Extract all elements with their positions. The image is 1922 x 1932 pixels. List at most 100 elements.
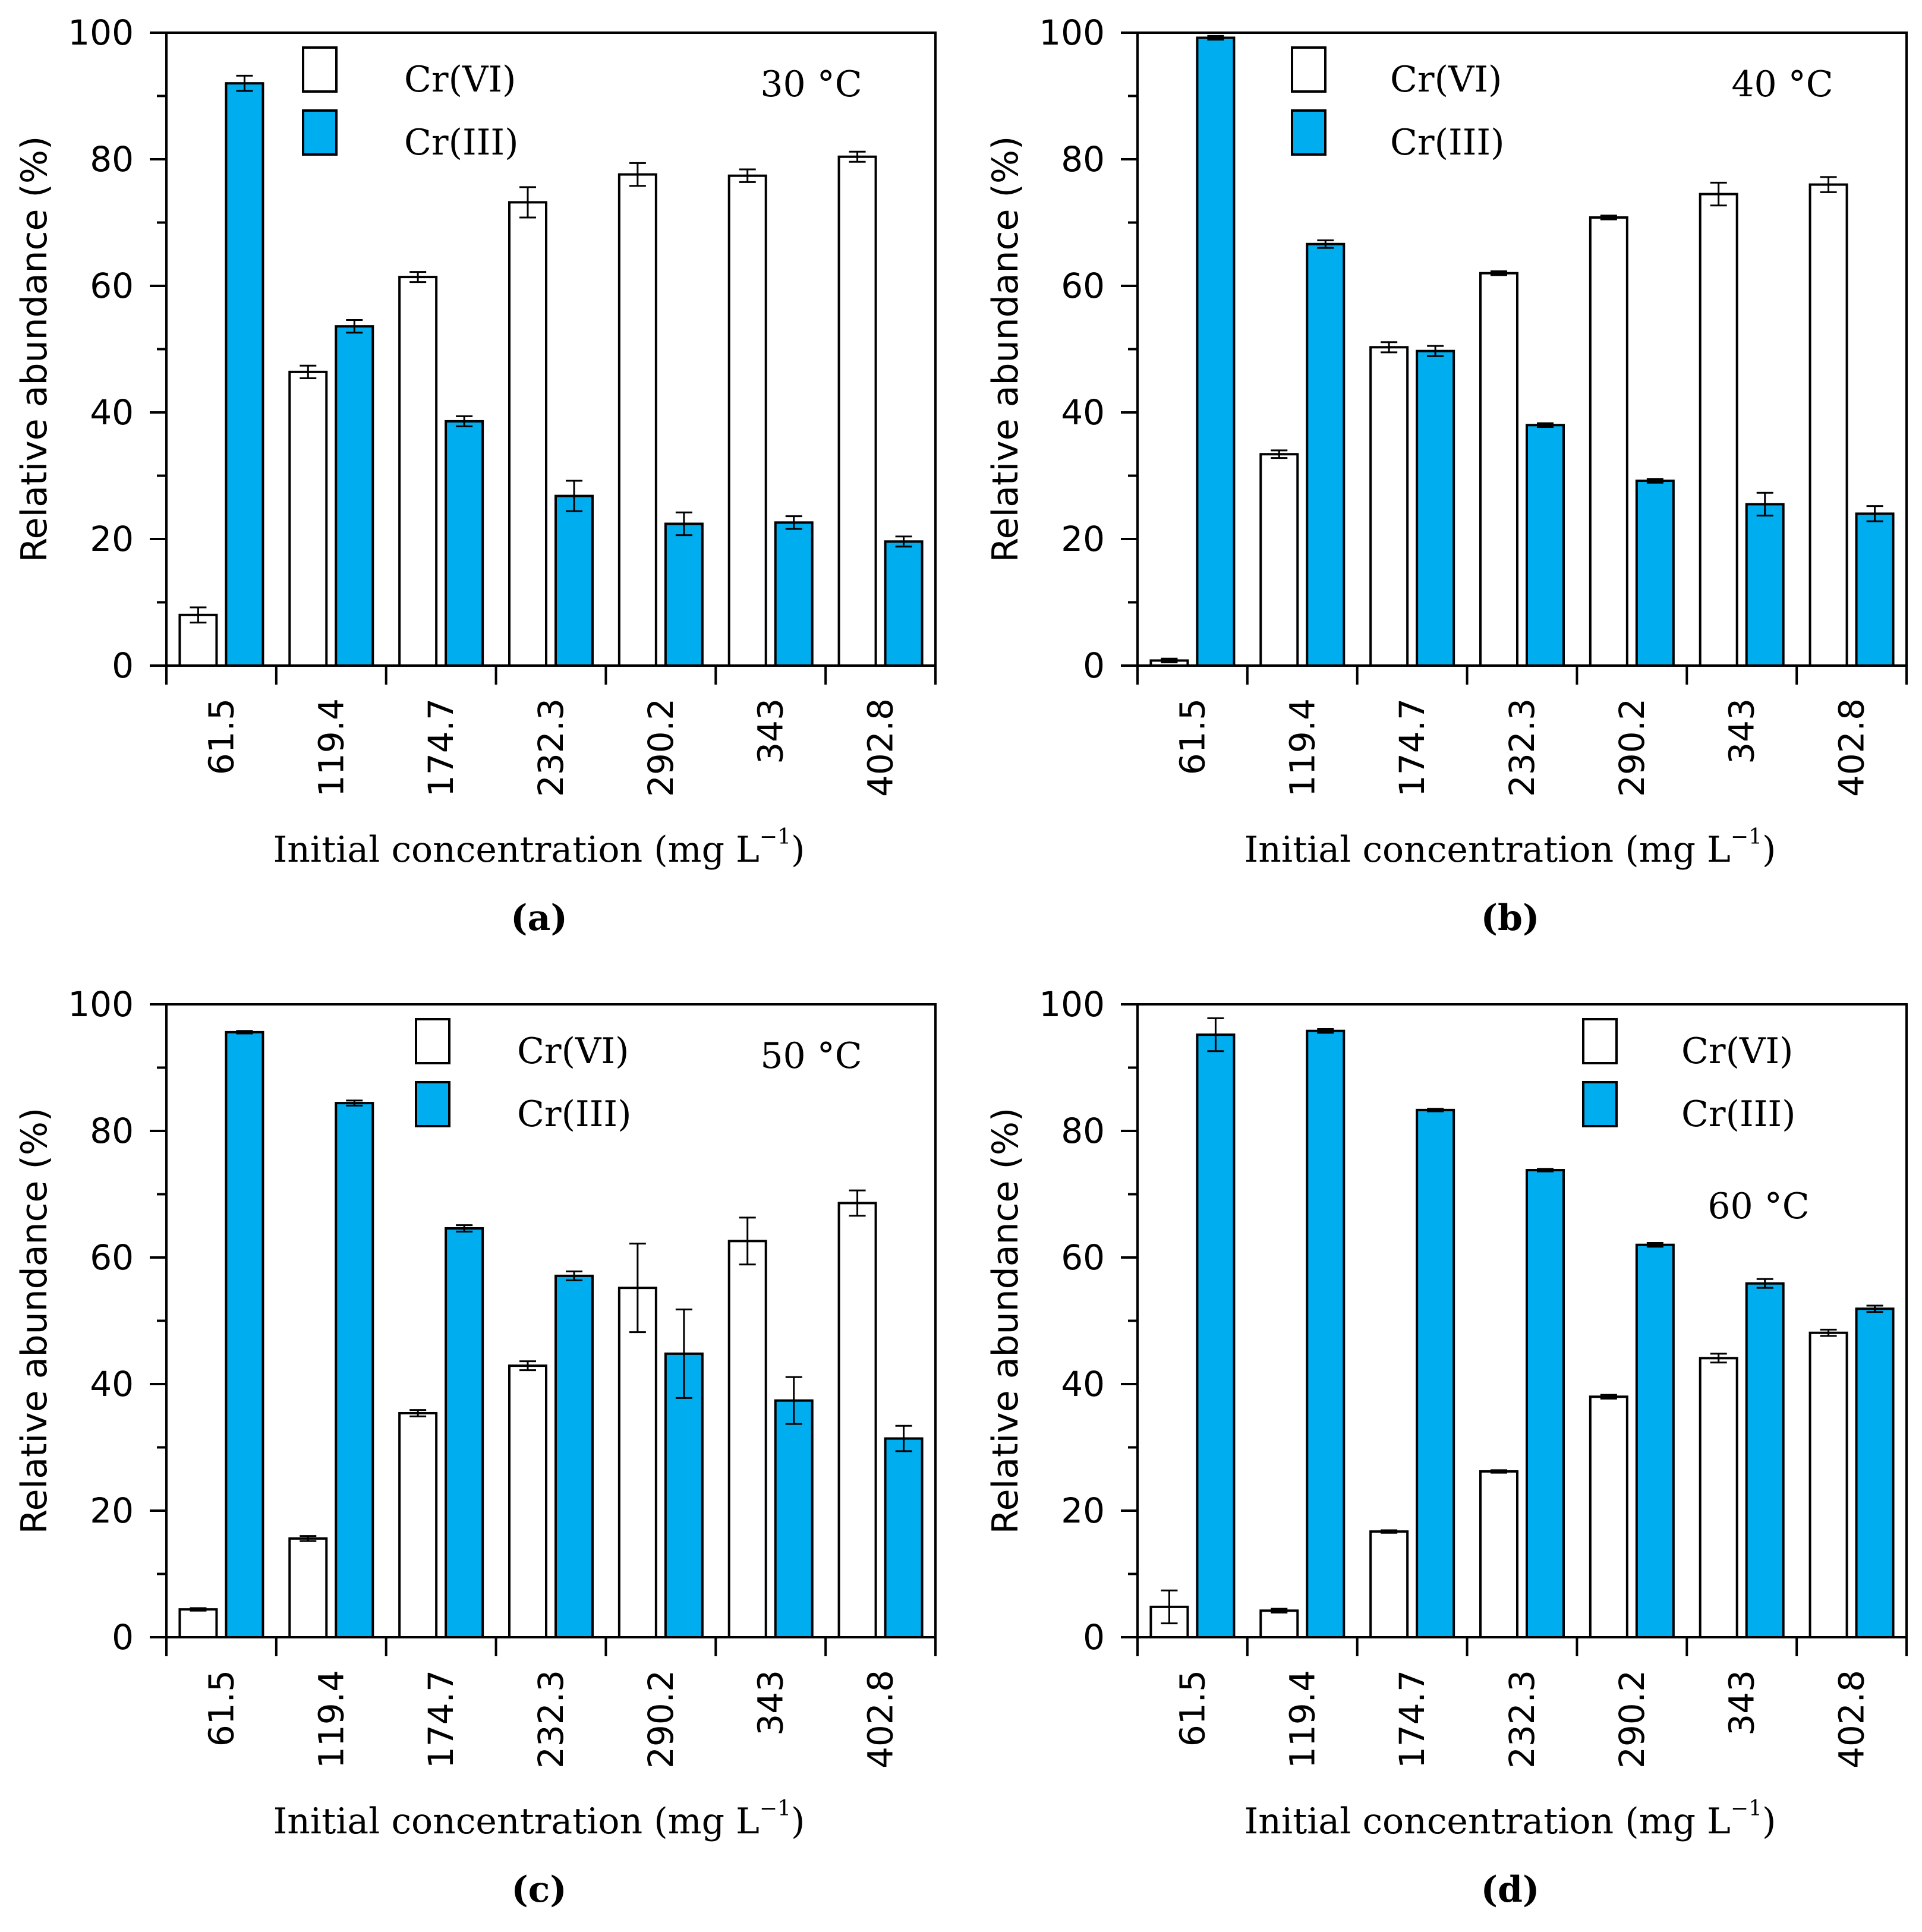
panel-label: (a)	[511, 897, 568, 939]
x-axis-title: Initial concentration (mg L−1)	[273, 1797, 805, 1842]
y-axis-title: Relative abundance (%)	[985, 1108, 1026, 1534]
x-tick-label: 402.8	[1832, 698, 1872, 797]
bar-cr3	[1855, 1307, 1895, 1638]
y-tick-label: 60	[90, 1237, 134, 1278]
x-axis-title: Initial concentration (mg L−1)	[1244, 1797, 1776, 1842]
bar-cr3	[554, 1274, 594, 1638]
bar-cr6	[1149, 1605, 1189, 1639]
x-tick-label: 61.5	[1172, 1670, 1212, 1747]
x-axis-title-end: )	[1762, 829, 1776, 871]
x-tick-label: 402.8	[861, 698, 901, 797]
x-tick-label: 232.3	[1502, 1670, 1542, 1769]
bar-cr6	[837, 155, 877, 667]
x-tick-label: 232.3	[531, 1670, 571, 1769]
bar-cr3	[884, 1437, 924, 1639]
bar-cr3	[1635, 1243, 1675, 1638]
bar-cr6	[398, 276, 438, 667]
x-tick-label: 232.3	[1502, 698, 1542, 797]
y-tick-label: 0	[112, 1617, 134, 1657]
bar-cr6	[1259, 453, 1299, 667]
bar-cr6	[1259, 1609, 1299, 1639]
y-axis-title: Relative abundance (%)	[14, 1108, 55, 1534]
bar-cr3	[1745, 1282, 1785, 1638]
bar-cr6	[288, 1537, 328, 1638]
bar-cr6	[727, 1240, 767, 1638]
x-axis-title-end: )	[1762, 1801, 1776, 1842]
legend-swatch-cr3	[1582, 1081, 1618, 1127]
bar-cr6	[837, 1202, 877, 1639]
y-tick-label: 80	[90, 1111, 134, 1151]
bar-cr6	[1589, 1395, 1628, 1638]
temperature-annotation: 60 °C	[1707, 1186, 1809, 1227]
y-tick-label: 20	[1061, 519, 1105, 559]
bar-cr3	[664, 522, 704, 667]
bar-cr3	[1196, 36, 1236, 667]
legend-swatch-cr6	[1291, 46, 1327, 93]
panel-label: (b)	[1481, 897, 1540, 939]
x-tick-label: 343	[1722, 1670, 1762, 1736]
y-tick-label: 60	[1061, 266, 1105, 306]
bar-cr3	[1306, 1029, 1346, 1639]
bar-cr6	[288, 370, 328, 667]
bar-cr3	[1196, 1033, 1236, 1639]
legend-label-cr6: Cr(VI)	[1390, 59, 1502, 100]
y-tick-label: 100	[68, 984, 134, 1025]
y-tick-label: 80	[90, 139, 134, 179]
bar-cr3	[335, 325, 374, 667]
y-axis-title: Relative abundance (%)	[985, 136, 1026, 563]
temperature-annotation: 40 °C	[1731, 64, 1833, 105]
bar-cr3	[1416, 349, 1455, 667]
legend-swatch-cr3	[302, 109, 338, 156]
y-tick-label: 80	[1061, 1111, 1105, 1151]
legend-label-cr3: Cr(III)	[1681, 1093, 1796, 1135]
legend-swatch-cr3	[1291, 109, 1327, 156]
x-tick-label: 343	[1722, 698, 1762, 764]
y-tick-label: 100	[68, 12, 134, 53]
plot-frame	[165, 31, 937, 667]
bar-cr3	[884, 540, 924, 667]
x-tick-label: 119.4	[311, 1670, 351, 1769]
x-axis-title-sup: −1	[760, 825, 791, 849]
x-tick-label: 343	[751, 698, 791, 764]
bar-cr6	[1479, 1470, 1518, 1638]
y-tick-label: 0	[1083, 1617, 1105, 1657]
y-axis-title: Relative abundance (%)	[14, 136, 55, 563]
legend-label-cr6: Cr(VI)	[1681, 1030, 1793, 1072]
bar-cr3	[225, 82, 264, 667]
plot-frame	[1136, 31, 1908, 667]
bar-cr6	[617, 1287, 657, 1638]
y-tick-label: 60	[1061, 1237, 1105, 1278]
bar-cr3	[774, 521, 814, 667]
legend-swatch-cr6	[302, 46, 338, 93]
legend-label-cr6: Cr(VI)	[517, 1030, 629, 1072]
x-tick-label: 119.4	[311, 698, 351, 797]
panel-a: 0 20 40 60 80 100 61.5 119.4 174.7 232.3 290.2 343 4…	[14, 12, 937, 939]
y-tick-label: 40	[90, 392, 134, 433]
x-axis-title-main: Initial concentration (mg L	[1244, 829, 1731, 871]
x-tick-label: 402.8	[861, 1670, 901, 1769]
bar-cr3	[335, 1102, 374, 1638]
bar-cr6	[1699, 1357, 1738, 1639]
temperature-annotation: 30 °C	[760, 64, 862, 105]
x-tick-label: 290.2	[641, 1670, 681, 1769]
x-tick-label: 290.2	[1612, 1670, 1652, 1769]
panel-c: 0 20 40 60 80 100 61.5 119.4 174.7 232.3 290.2 343 4…	[14, 984, 937, 1911]
bar-cr6	[508, 201, 547, 667]
bar-cr3	[225, 1030, 264, 1639]
y-tick-label: 20	[90, 519, 134, 559]
x-tick-label: 402.8	[1832, 1670, 1872, 1769]
legend-label-cr3: Cr(III)	[404, 122, 519, 163]
y-tick-label: 100	[1039, 12, 1105, 53]
panel-b: 0 20 40 60 80 100 61.5 119.4 174.7 232.3 290.2 343 4…	[985, 12, 1908, 939]
bar-cr3	[774, 1399, 814, 1638]
panel-label: (d)	[1481, 1869, 1540, 1911]
bar-cr6	[1369, 1530, 1409, 1639]
x-tick-label: 61.5	[201, 698, 241, 775]
bar-cr6	[1699, 193, 1738, 667]
bar-cr6	[398, 1411, 438, 1638]
y-tick-label: 80	[1061, 139, 1105, 179]
x-axis-title-sup: −1	[760, 1797, 791, 1821]
x-tick-label: 343	[751, 1670, 791, 1736]
y-tick-label: 60	[90, 266, 134, 306]
